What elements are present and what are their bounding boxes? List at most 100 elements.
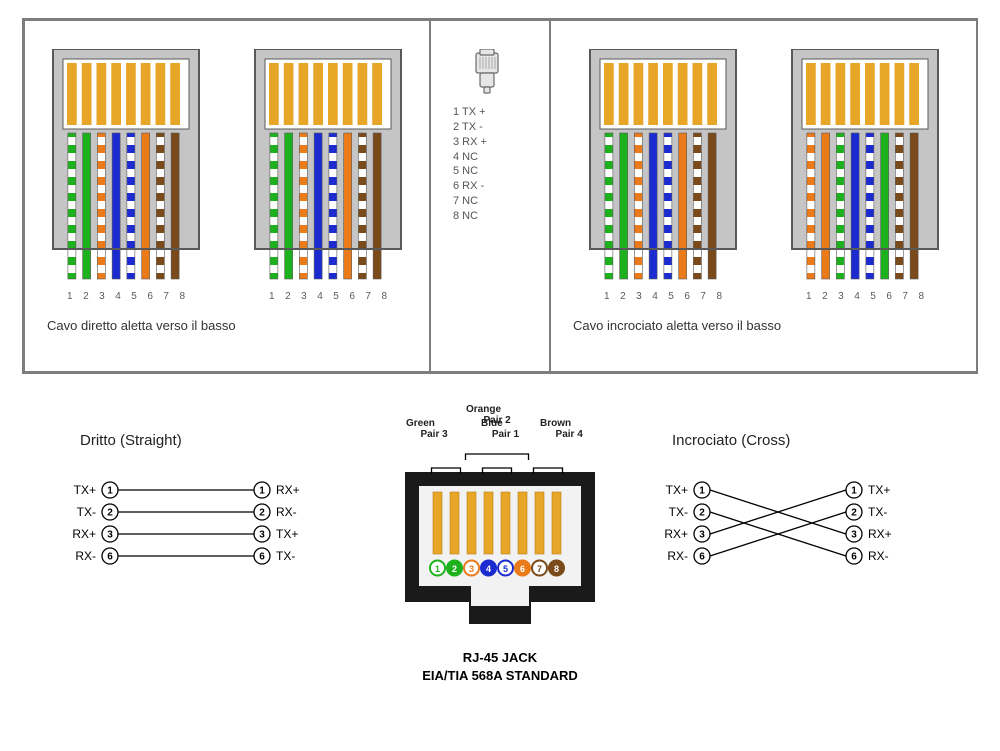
connector-row: 12345678 12345678 (25, 49, 429, 302)
svg-text:RX+: RX+ (276, 483, 300, 497)
top-panels: 12345678 12345678 Cavo diretto aletta ve… (22, 18, 978, 374)
pin-number: 5 (333, 291, 339, 302)
svg-text:TX+: TX+ (74, 483, 96, 497)
pinout-row: 8 NC (453, 209, 549, 224)
rj45-jack-icon: 1 2 3 4 5 6 7 8 (376, 444, 624, 639)
rj45-connector: 12345678 (46, 49, 206, 302)
pinout-list: 1 TX +2 TX -3 RX +4 NC5 NC6 RX -7 NC8 NC (431, 105, 549, 224)
panel-crossover: 12345678 12345678 Cavo incrociato aletta… (550, 20, 978, 372)
svg-text:3: 3 (259, 530, 265, 541)
pinout-row: 5 NC (453, 164, 549, 179)
svg-text:RX+: RX+ (72, 527, 96, 541)
panel-pinout: 1 TX +2 TX -3 RX +4 NC5 NC6 RX -7 NC8 NC (430, 20, 550, 372)
svg-text:TX-: TX- (868, 505, 887, 519)
pair-label: OrangePair 2 (466, 404, 501, 415)
pinout-row: 7 NC (453, 194, 549, 209)
pin-number: 4 (652, 291, 658, 302)
panel-caption: Cavo diretto aletta verso il basso (25, 318, 429, 333)
svg-text:1: 1 (435, 564, 440, 574)
pin-number: 8 (179, 291, 185, 302)
svg-text:6: 6 (699, 552, 705, 563)
svg-text:RX+: RX+ (868, 527, 892, 541)
svg-text:TX+: TX+ (868, 483, 890, 497)
svg-text:3: 3 (851, 530, 857, 541)
pinout-row: 2 TX - (453, 120, 549, 135)
svg-text:5: 5 (503, 564, 508, 574)
pin-number: 3 (99, 291, 105, 302)
pin-number: 6 (349, 291, 355, 302)
svg-text:6: 6 (259, 552, 265, 563)
svg-text:8: 8 (554, 564, 559, 574)
svg-text:1: 1 (699, 486, 705, 497)
svg-text:TX-: TX- (276, 549, 295, 563)
pin-number: 4 (115, 291, 121, 302)
svg-text:RX-: RX- (276, 505, 297, 519)
svg-text:2: 2 (699, 508, 705, 519)
pin-number: 7 (163, 291, 169, 302)
pinout-row: 4 NC (453, 150, 549, 165)
svg-text:2: 2 (107, 508, 113, 519)
pin-number: 6 (147, 291, 153, 302)
rj45-connector: 12345678 (785, 49, 945, 302)
pin-number: 2 (822, 291, 828, 302)
rj45-jack-block: OrangePair 2 GreenPair 3 BluePair 1 Brow… (376, 404, 624, 684)
svg-text:6: 6 (851, 552, 857, 563)
rj45-connector: 12345678 (248, 49, 408, 302)
pin-number: 8 (716, 291, 722, 302)
svg-text:RX+: RX+ (664, 527, 688, 541)
wiring-title: Dritto (Straight) (80, 432, 366, 449)
bottom-row: Dritto (Straight) TX+11RX+TX-22RX-RX+33T… (0, 398, 1000, 738)
svg-text:6: 6 (520, 564, 525, 574)
pin-number: 2 (620, 291, 626, 302)
rj45-connector: 12345678 (583, 49, 743, 302)
svg-text:1: 1 (259, 486, 265, 497)
pin-number: 6 (886, 291, 892, 302)
connector-row: 12345678 12345678 (551, 49, 977, 302)
svg-text:TX+: TX+ (276, 527, 298, 541)
pin-number: 7 (700, 291, 706, 302)
pin-number: 2 (83, 291, 89, 302)
svg-text:2: 2 (259, 508, 265, 519)
pin-number: 5 (870, 291, 876, 302)
pinout-row: 3 RX + (453, 135, 549, 150)
svg-text:2: 2 (452, 564, 457, 574)
svg-text:3: 3 (699, 530, 705, 541)
pin-number: 1 (806, 291, 812, 302)
svg-text:1: 1 (107, 486, 113, 497)
svg-text:3: 3 (469, 564, 474, 574)
pair-label: GreenPair 3 (406, 418, 435, 429)
wiring-diagram: TX+11TX+TX-22TX-RX+33RX+RX-66RX- (648, 475, 958, 571)
jack-pair-labels: OrangePair 2 GreenPair 3 BluePair 1 Brow… (376, 404, 624, 444)
pin-number: 7 (902, 291, 908, 302)
wiring-straight: Dritto (Straight) TX+11RX+TX-22RX-RX+33T… (56, 432, 366, 571)
pin-number: 5 (131, 291, 137, 302)
svg-text:RX-: RX- (667, 549, 688, 563)
panel-straight: 12345678 12345678 Cavo diretto aletta ve… (24, 20, 430, 372)
pin-number: 3 (636, 291, 642, 302)
svg-text:4: 4 (486, 564, 491, 574)
svg-text:TX+: TX+ (666, 483, 688, 497)
mini-connector-icon (470, 49, 510, 95)
svg-text:1: 1 (851, 486, 857, 497)
pin-number: 7 (365, 291, 371, 302)
pin-number: 3 (301, 291, 307, 302)
page: 12345678 12345678 Cavo diretto aletta ve… (0, 0, 1000, 751)
pin-number: 6 (684, 291, 690, 302)
pin-number: 1 (269, 291, 275, 302)
pin-number: 1 (67, 291, 73, 302)
pin-number: 8 (918, 291, 924, 302)
svg-text:7: 7 (537, 564, 542, 574)
panel-caption: Cavo incrociato aletta verso il basso (551, 318, 977, 333)
pinout-row: 1 TX + (453, 105, 549, 120)
pin-number: 8 (381, 291, 387, 302)
pin-number: 5 (668, 291, 674, 302)
svg-text:3: 3 (107, 530, 113, 541)
jack-caption: RJ-45 JACK EIA/TIA 568A STANDARD (376, 649, 624, 684)
svg-text:RX-: RX- (868, 549, 889, 563)
svg-text:TX-: TX- (669, 505, 688, 519)
pin-number: 4 (317, 291, 323, 302)
pair-label: BluePair 1 (481, 418, 503, 429)
pin-number: 4 (854, 291, 860, 302)
svg-text:TX-: TX- (77, 505, 96, 519)
pair-label: BrownPair 4 (540, 418, 571, 429)
